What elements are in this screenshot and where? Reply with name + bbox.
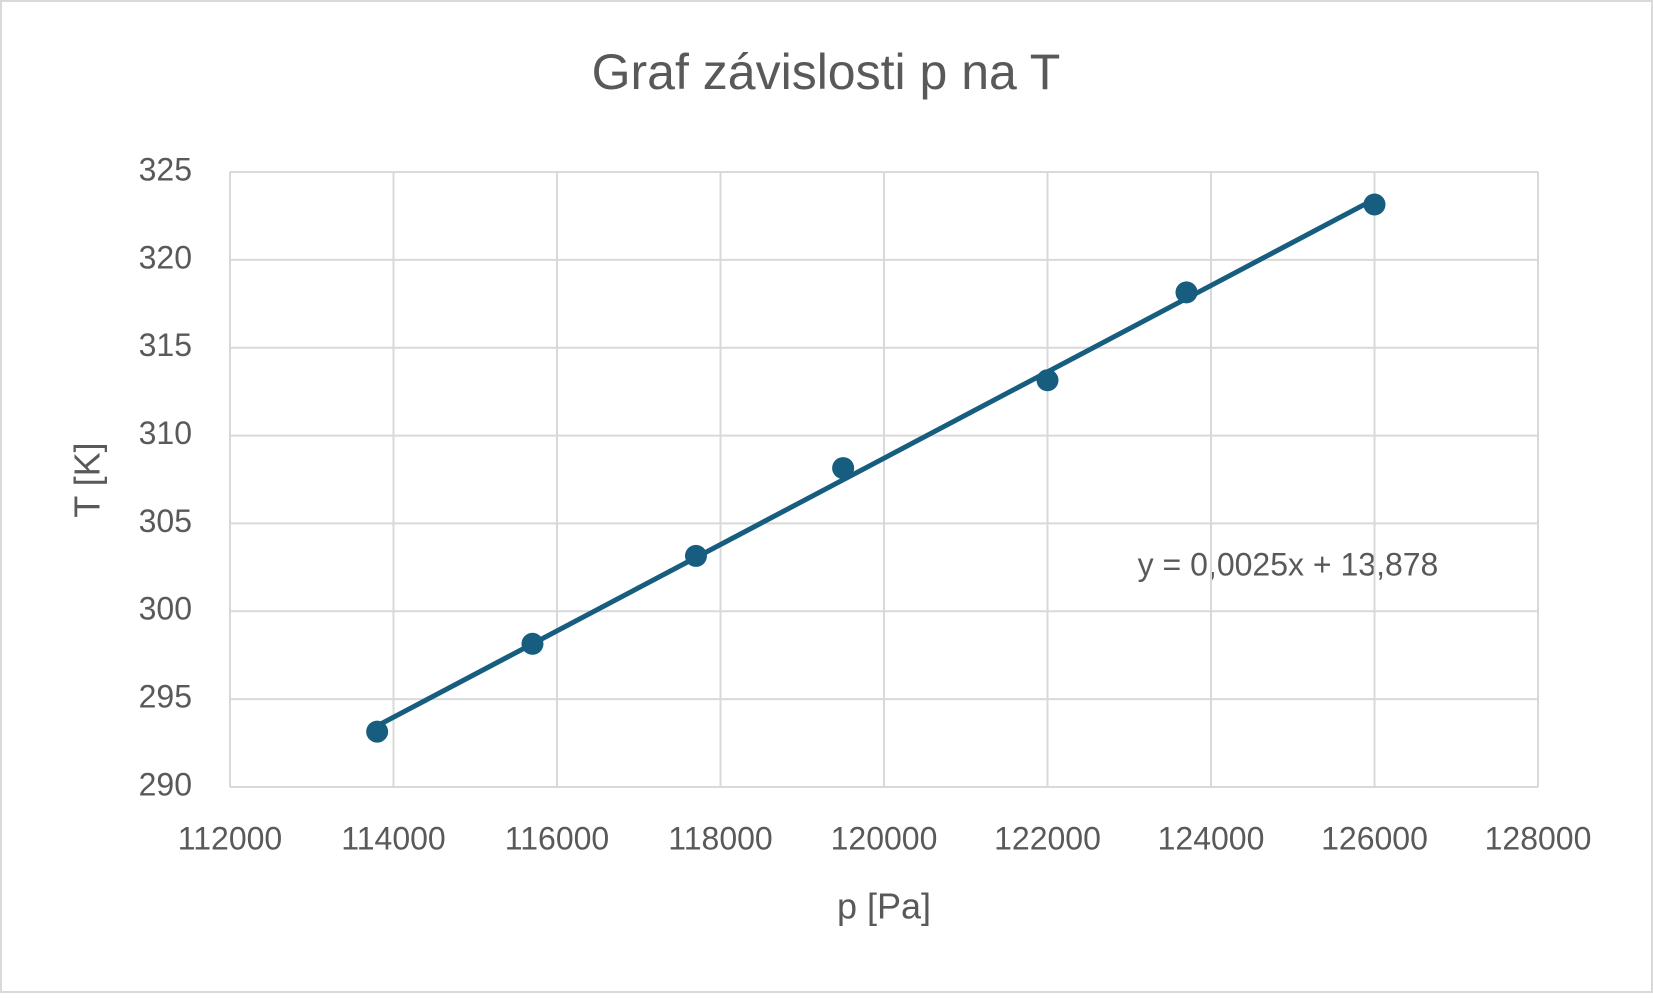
chart-title: Graf závislosti p na T xyxy=(592,44,1061,100)
y-tick-label: 290 xyxy=(139,766,192,802)
trendline xyxy=(375,196,1376,729)
y-tick-label: 320 xyxy=(139,239,192,275)
data-point xyxy=(521,632,544,655)
x-tick-label: 116000 xyxy=(505,820,609,856)
x-tick-label: 120000 xyxy=(831,820,938,856)
x-tick-label: 114000 xyxy=(341,820,445,856)
data-point xyxy=(832,457,855,480)
data-point xyxy=(684,544,707,567)
y-tick-label: 315 xyxy=(139,327,192,363)
data-point xyxy=(366,720,389,743)
y-tick-label: 325 xyxy=(139,151,192,187)
x-tick-label: 122000 xyxy=(994,820,1101,856)
trendline-equation: y = 0,0025x + 13,878 xyxy=(1138,546,1439,582)
data-point xyxy=(1363,193,1386,216)
data-point xyxy=(1036,369,1059,392)
x-tick-label: 126000 xyxy=(1321,820,1428,856)
data-point xyxy=(1175,281,1198,304)
y-tick-label: 310 xyxy=(139,415,192,451)
x-tick-label: 118000 xyxy=(668,820,772,856)
y-tick-label: 295 xyxy=(139,679,192,715)
y-tick-label: 305 xyxy=(139,503,192,539)
y-axis-label: T [K] xyxy=(67,442,108,517)
x-tick-label: 112000 xyxy=(178,820,282,856)
x-tick-label: 128000 xyxy=(1485,820,1592,856)
x-tick-label: 124000 xyxy=(1158,820,1265,856)
y-tick-label: 300 xyxy=(139,591,192,627)
x-axis-label: p [Pa] xyxy=(837,886,931,927)
